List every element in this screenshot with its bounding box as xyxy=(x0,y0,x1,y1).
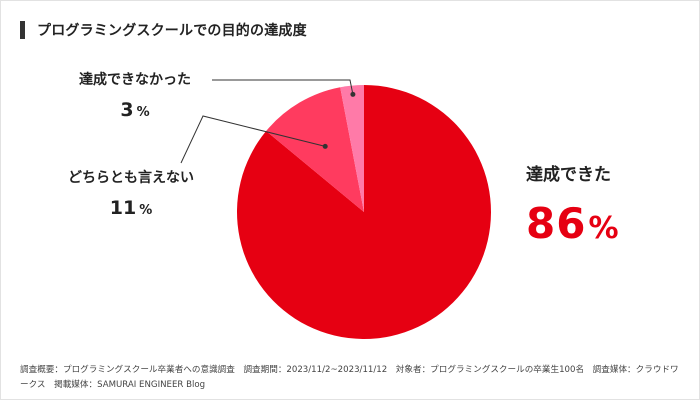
title-accent-bar xyxy=(20,21,25,39)
chart-header: プログラミングスクールでの目的の達成度 xyxy=(20,20,307,40)
leader-line-not-achieved xyxy=(212,79,354,95)
slice-name-neither: どちらとも言えない xyxy=(68,170,194,186)
slice-percent-achieved: 86% xyxy=(526,199,619,248)
slice-value-achieved: 86 xyxy=(526,199,587,248)
slice-label-neither: どちらとも言えない 11% xyxy=(46,167,216,219)
slice-value-not-achieved: 3 xyxy=(120,99,134,121)
leader-dot-neither xyxy=(322,143,328,149)
percent-unit: % xyxy=(136,105,150,120)
pie-slice-achieved xyxy=(236,85,491,339)
percent-unit: % xyxy=(588,211,619,246)
chart-title: プログラミングスクールでの目的の達成度 xyxy=(37,23,307,39)
slice-name-achieved: 達成できた xyxy=(526,165,611,185)
survey-footnote: 調査概要：プログラミングスクール卒業者への意識調査 調査期間：2023/11/2… xyxy=(20,365,679,390)
slice-label-not-achieved: 達成できなかった 3% xyxy=(60,69,210,121)
pie-slice-not-achieved xyxy=(340,85,364,212)
pie-slice-neither xyxy=(266,87,364,212)
percent-unit: % xyxy=(139,203,153,218)
slice-percent-neither: 11% xyxy=(46,197,216,219)
slice-name-not-achieved: 達成できなかった xyxy=(79,72,191,88)
slice-percent-not-achieved: 3% xyxy=(60,99,210,121)
leader-line-neither xyxy=(180,115,326,164)
slice-value-neither: 11 xyxy=(109,197,137,219)
slice-label-achieved: 達成できた 86% xyxy=(526,160,619,248)
leader-dot-not-achieved xyxy=(350,91,356,97)
